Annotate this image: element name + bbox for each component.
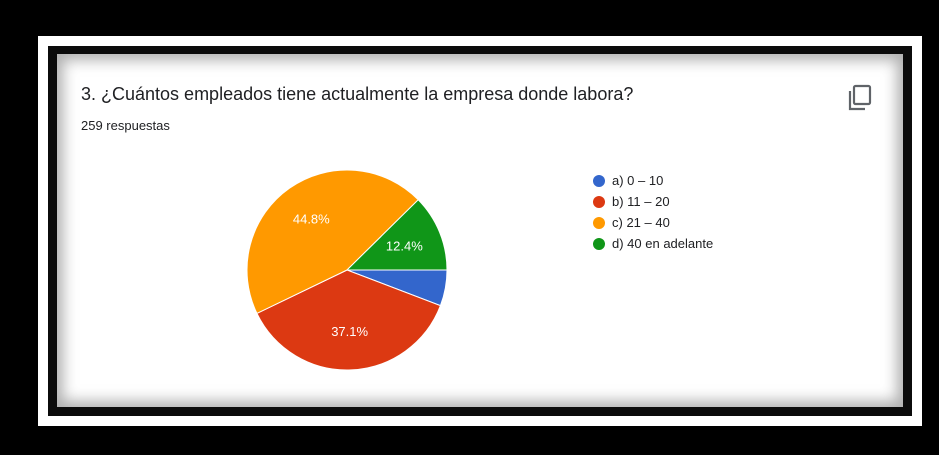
slice-label-3: 44.8%: [293, 211, 330, 226]
pie-slice-4[interactable]: [345, 199, 448, 271]
legend-item-2[interactable]: b) 11 – 20: [593, 191, 713, 212]
question-title: 3. ¿Cuántos empleados tiene actualmente …: [81, 84, 634, 104]
slice-label-4: 12.4%: [386, 238, 423, 253]
legend-label: a) 0 – 10: [612, 173, 664, 188]
legend-item-4[interactable]: d) 40 en adelante: [593, 233, 713, 254]
legend-label: d) 40 en adelante: [612, 236, 714, 251]
legend-swatch: [593, 216, 605, 229]
slice-label-2: 37.1%: [331, 324, 368, 339]
legend-label: c) 21 – 40: [612, 215, 670, 230]
pie-slice-3[interactable]: [246, 169, 419, 315]
copy-chart-button[interactable]: [847, 84, 873, 112]
legend-label: b) 11 – 20: [612, 194, 670, 209]
pie-slice-2[interactable]: [256, 269, 442, 371]
legend-swatch: [593, 195, 605, 208]
response-count: 259 respuestas: [81, 118, 170, 133]
question-card: 3. ¿Cuántos empleados tiene actualmente …: [57, 54, 903, 407]
chart-legend: a) 0 – 10 b) 11 – 20 c) 21 – 40 d) 40 en ad…: [593, 170, 713, 254]
legend-swatch: [593, 174, 605, 187]
legend-item-1[interactable]: a) 0 – 10: [593, 170, 713, 191]
legend-item-3[interactable]: c) 21 – 40: [593, 212, 713, 233]
copy-icon: [848, 84, 872, 111]
pie-chart: 37.1% 44.8% 12.4%: [246, 169, 448, 371]
legend-swatch: [593, 237, 605, 250]
